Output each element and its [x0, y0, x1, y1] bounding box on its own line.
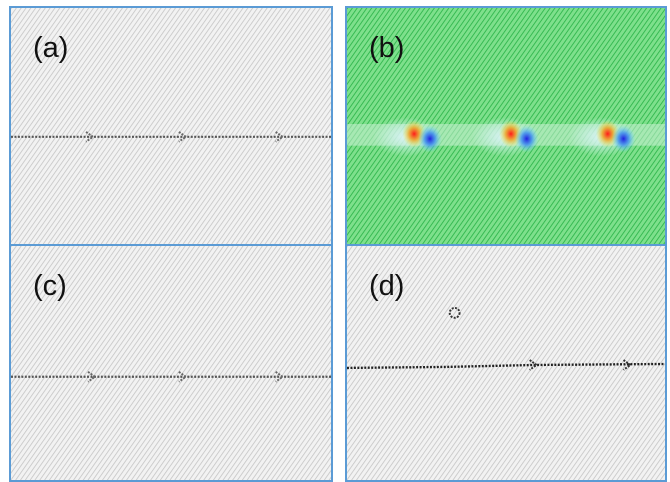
strain-hotspot — [471, 117, 539, 157]
dislocation-core — [178, 371, 188, 383]
lattice-image-c — [11, 246, 331, 480]
panel-label: (d) — [369, 270, 405, 302]
panel-a: (a) — [9, 6, 333, 246]
dislocation-core — [622, 359, 633, 371]
panel-label: (b) — [369, 32, 405, 64]
lattice-image-d — [347, 246, 665, 480]
panel-label: (a) — [33, 32, 69, 64]
dislocation-core — [275, 371, 285, 383]
dislocation-core — [275, 131, 285, 143]
panel-b: (b) — [345, 6, 667, 246]
panel-d: (d) — [345, 244, 667, 482]
strain-hotspot — [568, 117, 636, 157]
strain-field-image-b — [347, 8, 665, 244]
point-defect — [448, 306, 461, 319]
panel-label: (c) — [33, 270, 67, 302]
dislocation-core — [178, 131, 188, 143]
dislocation-core — [529, 359, 539, 371]
panel-c: (c) — [9, 244, 333, 482]
strain-hotspot — [372, 117, 442, 157]
dislocation-core — [87, 371, 97, 383]
dislocation-core — [85, 131, 95, 143]
dislocation-line — [347, 362, 665, 370]
lattice-image-a — [11, 8, 331, 244]
